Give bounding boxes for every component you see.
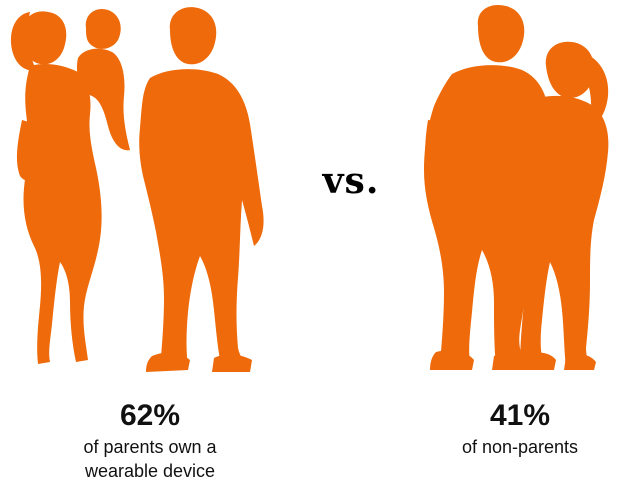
vs-label: vs.: [322, 160, 380, 202]
right-man-head: [477, 4, 525, 63]
couple-silhouette-icon: [424, 4, 609, 370]
child-body: [76, 48, 130, 151]
right-man-arm: [425, 120, 444, 195]
right-woman-hair: [580, 52, 609, 128]
parents-stat: 62% of parents own a wearable device: [20, 398, 280, 482]
man-head: [169, 7, 217, 65]
right-woman-body: [515, 95, 609, 369]
right-man-body: [424, 65, 551, 366]
woman-body: [23, 64, 102, 364]
woman-head: [21, 11, 67, 65]
silhouettes-illustration: [10, 4, 609, 372]
parents-caption-line2: wearable device: [84, 461, 216, 481]
right-feet: [430, 350, 596, 370]
non-parents-percent: 41%: [489, 399, 551, 432]
parents-caption-line1: of parents own a: [83, 437, 217, 457]
family-silhouette-icon: [10, 7, 264, 372]
man-body: [139, 69, 264, 370]
parents-percent: 62%: [119, 399, 181, 432]
non-parents-caption: of non-parents: [461, 437, 579, 457]
non-parents-stat: 41% of non-parents: [390, 398, 618, 458]
man-feet: [146, 352, 252, 372]
woman-arm: [16, 120, 36, 181]
woman-hair: [10, 12, 36, 71]
child-head: [85, 8, 121, 49]
